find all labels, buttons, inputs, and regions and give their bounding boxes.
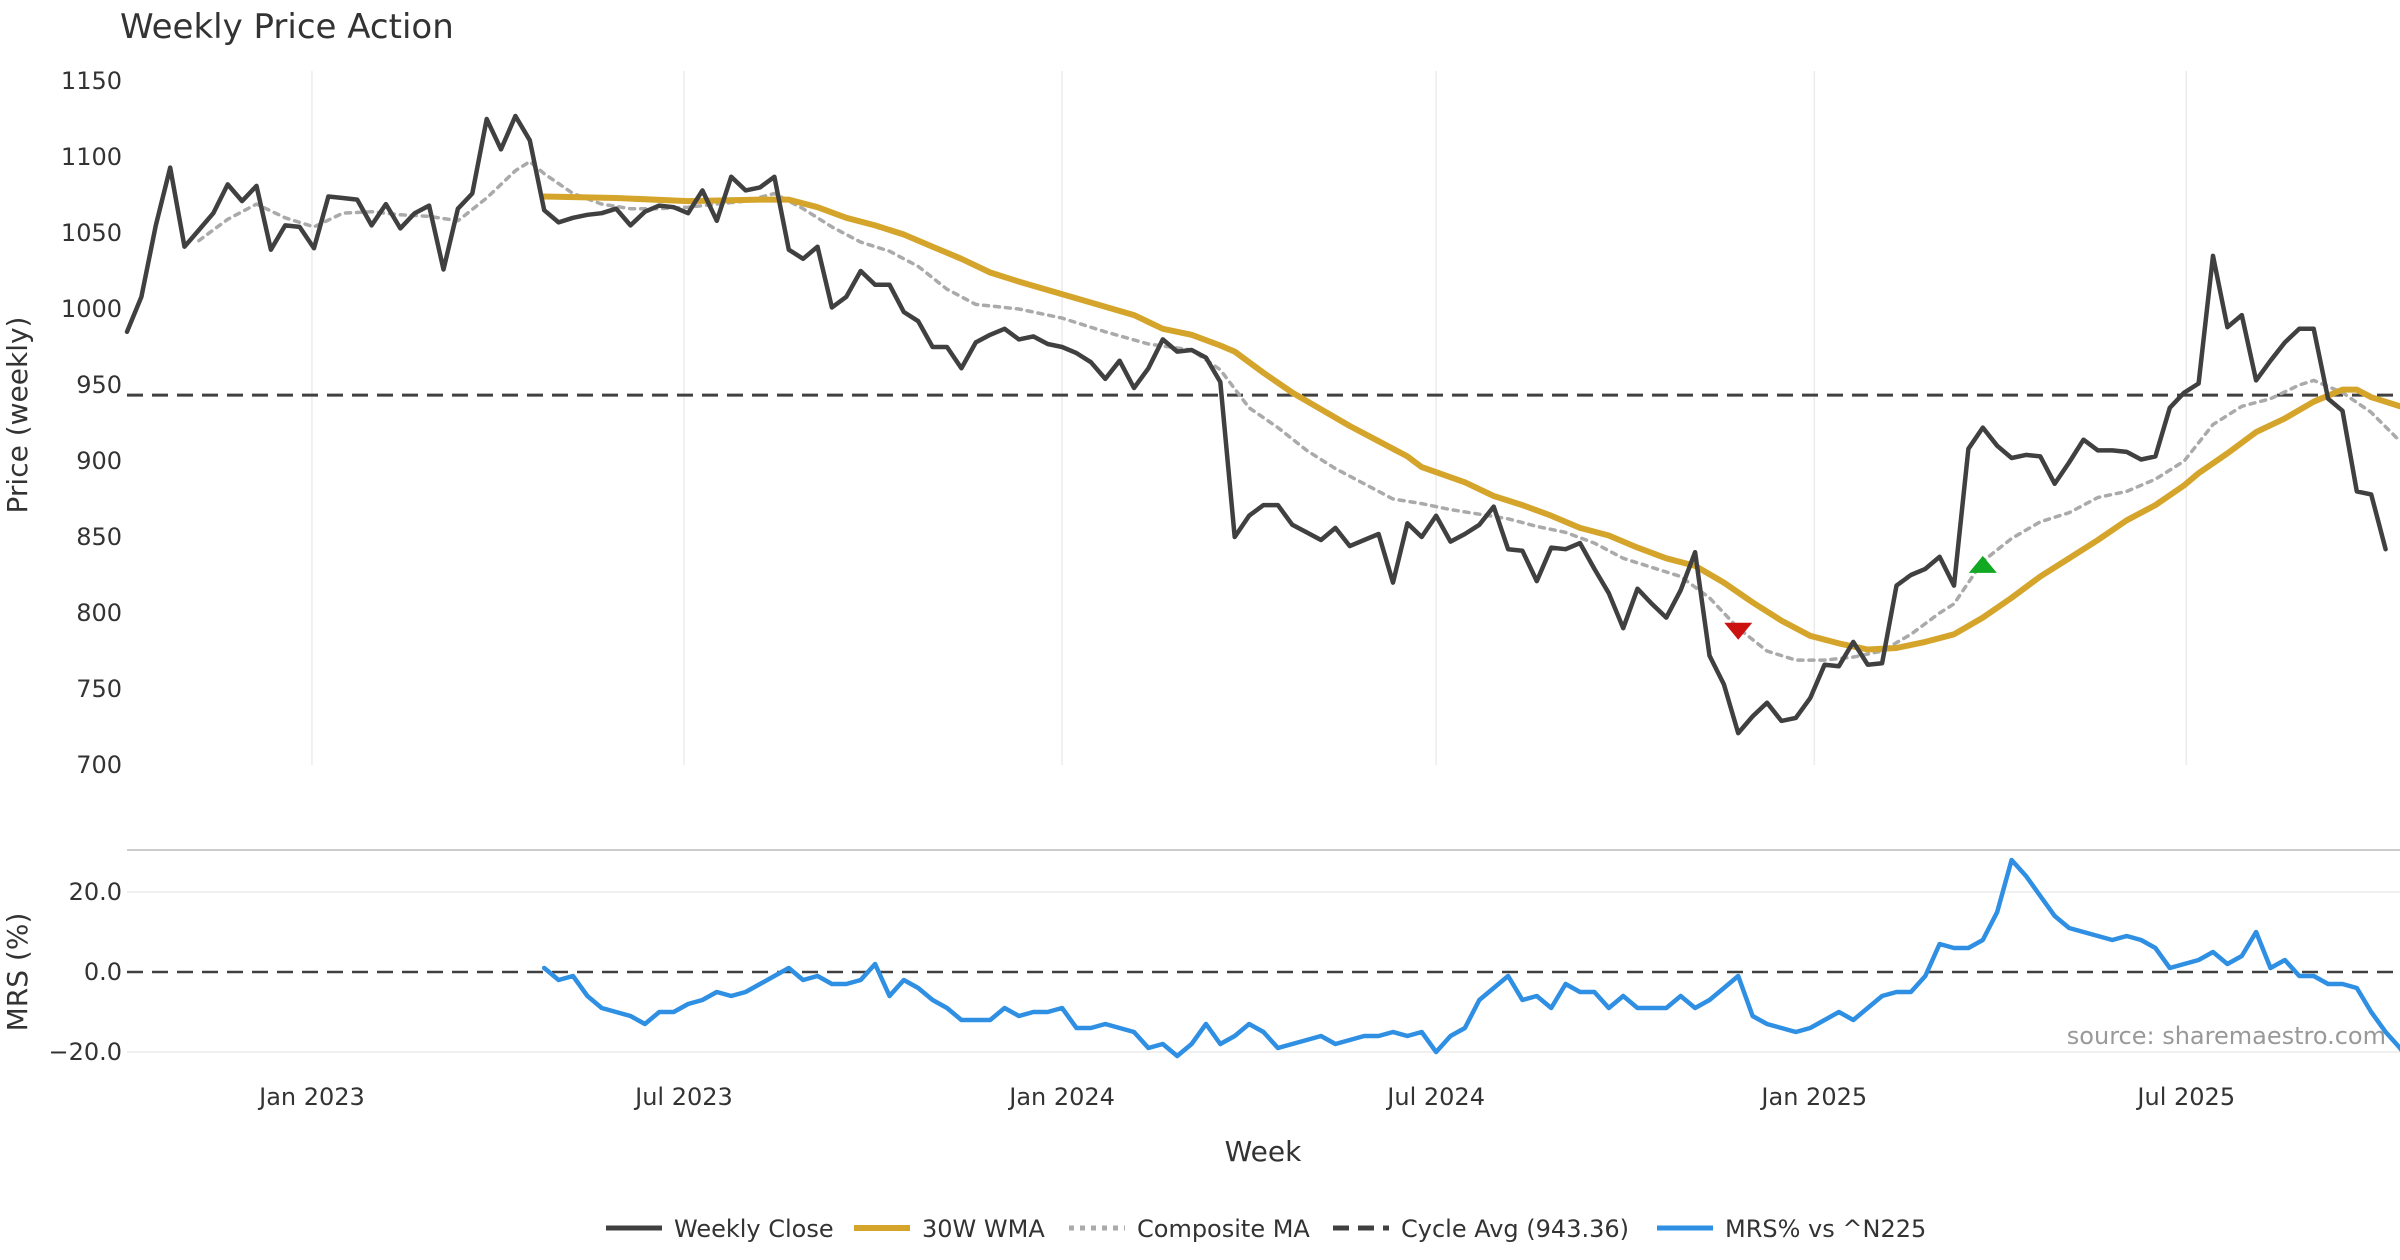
main-y-tick-label: 900 <box>76 447 122 475</box>
chart-title: Weekly Price Action <box>120 7 454 47</box>
x-ticks: Jan 2023 Jul 2023 Jan 2024 Jul 2024 Jan 2025… <box>257 1083 2235 1111</box>
mrs-y-tick-label: 0.0 <box>84 958 122 986</box>
x-tick-label: Jul 2023 <box>633 1083 733 1111</box>
main-y-axis-label: Price (weekly) <box>1 317 34 514</box>
main-y-tick-label: 850 <box>76 523 122 551</box>
legend-item-cycle-avg-943-36: Cycle Avg (943.36) <box>1333 1215 1629 1243</box>
mrs-y-tick-label: 20.0 <box>69 878 122 906</box>
mrs-line <box>541 857 2400 1059</box>
legend-label: Cycle Avg (943.36) <box>1401 1215 1629 1243</box>
mrs-y-tick-label: −20.0 <box>48 1038 122 1066</box>
mrs-series <box>541 857 2400 1059</box>
mrs-y-ticks: −20.0 0.0 20.0 <box>48 878 122 1066</box>
x-tick-label: Jul 2024 <box>1385 1083 1485 1111</box>
mrs-grid <box>127 891 2400 1053</box>
legend-item-mrs-vs-n225: MRS% vs ^N225 <box>1657 1215 1926 1243</box>
legend-label: 30W WMA <box>922 1215 1045 1243</box>
main-y-tick-label: 1050 <box>61 219 122 247</box>
legend-label: Composite MA <box>1137 1215 1310 1243</box>
legend-label: MRS% vs ^N225 <box>1725 1215 1926 1243</box>
x-tick-label: Jan 2023 <box>257 1083 365 1111</box>
legend-label: Weekly Close <box>674 1215 834 1243</box>
main-grid <box>311 71 2188 765</box>
legend-item-composite-ma: Composite MA <box>1069 1215 1310 1243</box>
main-y-ticks: 700 750 800 850 900 950 1000 1050 1100 1150 <box>61 67 122 779</box>
main-y-tick-label: 950 <box>76 371 122 399</box>
30w-wma-line <box>541 193 2400 653</box>
main-y-tick-label: 750 <box>76 675 122 703</box>
x-tick-label: Jul 2025 <box>2135 1083 2235 1111</box>
sell-signal-marker <box>1724 622 1753 640</box>
x-tick-label: Jan 2025 <box>1759 1083 1867 1111</box>
main-y-tick-label: 800 <box>76 599 122 627</box>
main-series <box>124 113 2400 736</box>
legend-item-weekly-close: Weekly Close <box>606 1215 834 1243</box>
composite-ma-line <box>197 159 2400 662</box>
weekly-close-line <box>124 113 2388 736</box>
source-annotation: source: sharemaestro.com <box>2067 1022 2386 1050</box>
main-y-tick-label: 1000 <box>61 295 122 323</box>
legend: Weekly Close 30W WMA Composite MA Cycle Avg… <box>606 1215 1926 1243</box>
main-markers <box>1724 555 1997 640</box>
main-y-tick-label: 1150 <box>61 67 122 95</box>
main-y-tick-label: 1100 <box>61 143 122 171</box>
buy-signal-marker <box>1968 555 1997 573</box>
legend-item-30w-wma: 30W WMA <box>854 1215 1045 1243</box>
mrs-y-axis-label: MRS (%) <box>1 913 34 1032</box>
x-tick-label: Jan 2024 <box>1007 1083 1115 1111</box>
main-y-tick-label: 700 <box>76 751 122 779</box>
x-axis-label: Week <box>1225 1135 1302 1168</box>
